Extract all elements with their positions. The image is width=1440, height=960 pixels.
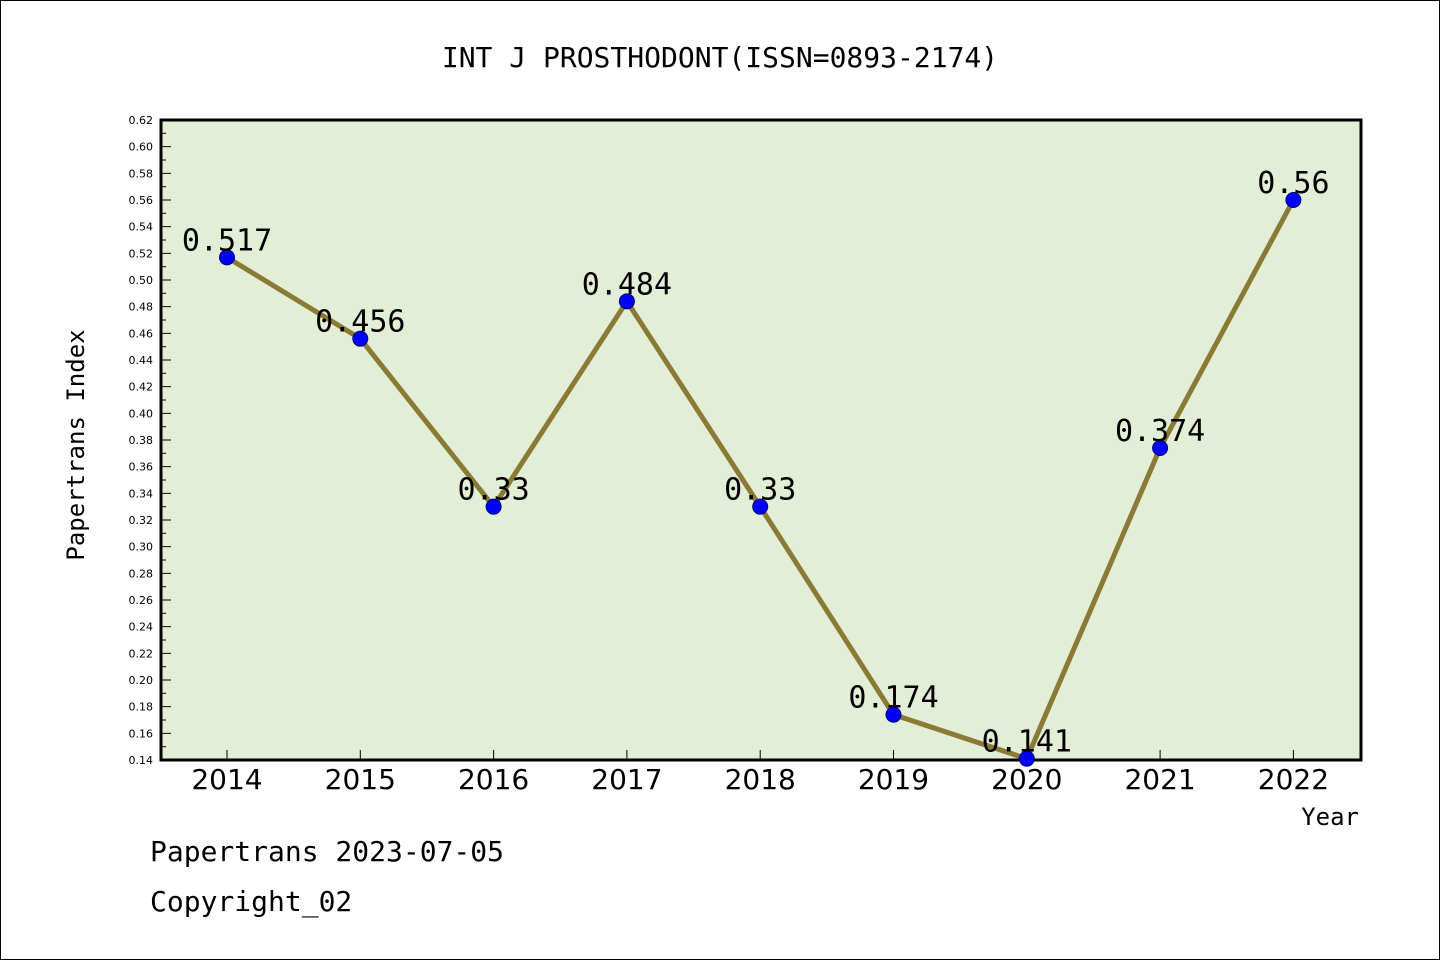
y-axis: 0.14 0.16 0.18 0.20 0.22 0.24 0.26 0.28 0.30 0.32… xyxy=(129,114,171,767)
y-tick-label: 0.60 xyxy=(129,141,154,154)
y-tick-label: 0.24 xyxy=(129,621,154,634)
y-tick-label: 0.58 xyxy=(129,167,154,180)
data-label: 0.374 xyxy=(1115,414,1205,449)
y-tick-label: 0.42 xyxy=(129,381,154,394)
y-tick-label: 0.38 xyxy=(129,434,154,447)
x-tick-label: 2019 xyxy=(858,763,929,796)
x-axis: 2014 2015 2016 2017 2018 2019 2020 2021 2022 xyxy=(191,750,1329,796)
y-tick-label: 0.54 xyxy=(129,221,154,234)
y-tick-label: 0.32 xyxy=(129,514,154,527)
y-tick-label: 0.62 xyxy=(129,114,154,127)
data-point xyxy=(1152,440,1169,456)
data-point xyxy=(1018,750,1035,767)
y-tick-label: 0.22 xyxy=(129,647,154,660)
data-point xyxy=(485,498,502,515)
y-tick-label: 0.34 xyxy=(129,487,154,500)
x-tick-label: 2021 xyxy=(1124,763,1195,796)
y-tick-label: 0.46 xyxy=(129,327,154,340)
plot-area xyxy=(159,118,1363,762)
x-tick-label: 2016 xyxy=(458,763,529,796)
data-point xyxy=(885,706,902,723)
data-label: 0.56 xyxy=(1257,166,1329,201)
y-tick-label: 0.36 xyxy=(129,461,154,474)
y-tick-label: 0.14 xyxy=(129,754,154,767)
data-point xyxy=(219,249,235,266)
y-tick-label: 0.30 xyxy=(129,541,154,554)
data-label: 0.141 xyxy=(982,725,1072,760)
footer-source: Papertrans 2023-07-05 xyxy=(150,835,505,868)
y-tick-label: 0.44 xyxy=(129,354,154,367)
x-axis-label: Year xyxy=(1301,803,1359,831)
y-tick-label: 0.50 xyxy=(129,274,154,287)
y-tick-label: 0.48 xyxy=(129,301,154,314)
x-tick-label: 2020 xyxy=(991,763,1062,796)
data-label: 0.33 xyxy=(724,473,796,508)
footer-copyright: Copyright_02 xyxy=(150,885,353,918)
y-tick-label: 0.40 xyxy=(129,407,154,420)
y-tick-label: 0.20 xyxy=(129,674,154,687)
data-label: 0.517 xyxy=(182,223,272,258)
y-tick-label: 0.18 xyxy=(129,701,154,714)
data-point xyxy=(618,293,635,310)
y-tick-label: 0.26 xyxy=(129,594,154,607)
data-label: 0.33 xyxy=(457,473,529,508)
series-line-group: 0.517 0.456 0.33 0.484 0.33 0.174 0.141 0.374 0.… xyxy=(182,166,1330,767)
y-tick-label: 0.52 xyxy=(129,247,154,260)
x-tick-label: 2015 xyxy=(325,763,396,796)
data-label: 0.456 xyxy=(315,305,405,340)
x-tick-label: 2017 xyxy=(591,763,662,796)
y-tick-label: 0.16 xyxy=(129,727,154,740)
x-tick-label: 2022 xyxy=(1258,763,1329,796)
y-tick-label: 0.28 xyxy=(129,567,154,580)
data-label: 0.484 xyxy=(582,267,672,302)
data-point xyxy=(352,330,369,347)
data-point xyxy=(752,498,769,515)
data-label: 0.174 xyxy=(848,681,938,716)
data-point xyxy=(1285,192,1302,208)
x-tick-label: 2014 xyxy=(191,763,262,796)
chart-title: INT J PROSTHODONT(ISSN=0893-2174) xyxy=(442,41,998,74)
y-axis-label: Papertrans Index xyxy=(62,329,90,560)
y-tick-label: 0.56 xyxy=(129,194,154,207)
x-tick-label: 2018 xyxy=(725,763,796,796)
